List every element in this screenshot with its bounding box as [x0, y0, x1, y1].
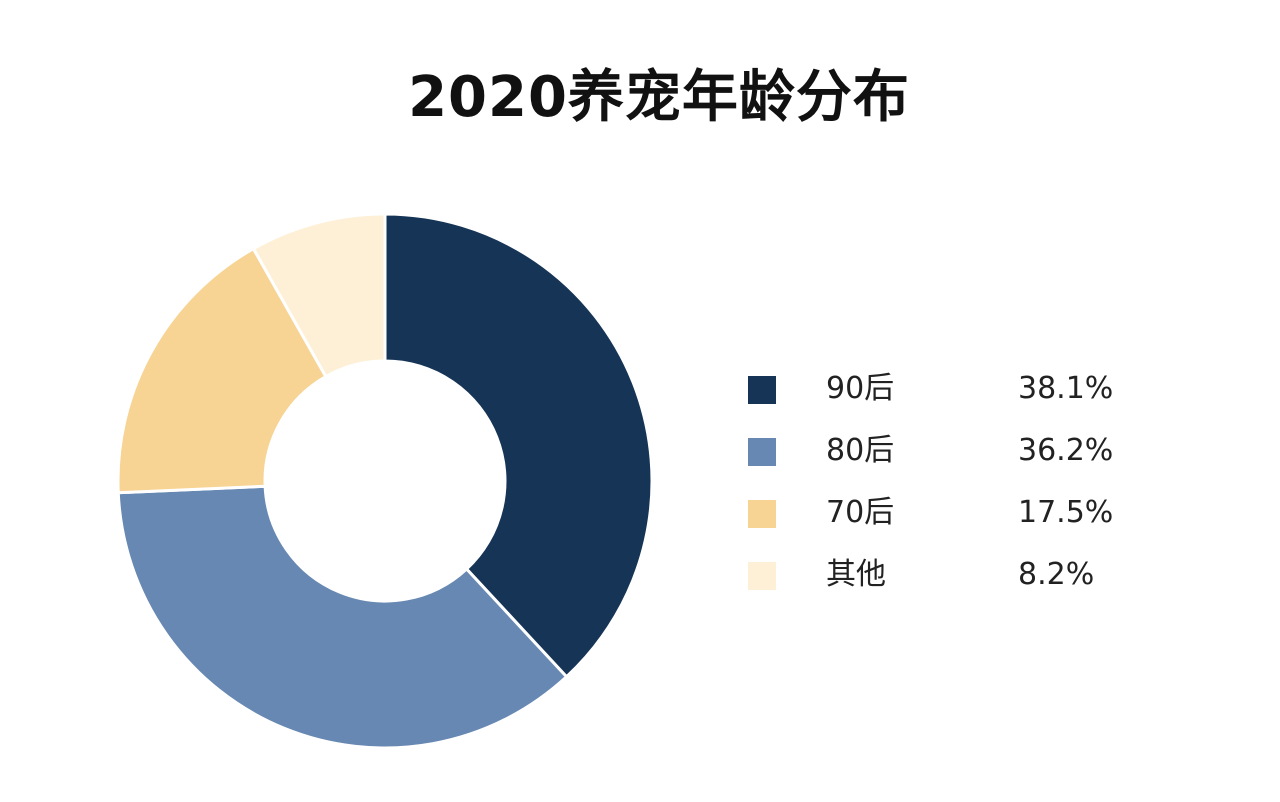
legend-item-90s: 90后 38.1% — [748, 360, 1168, 422]
legend-swatch — [748, 562, 776, 590]
slice-90s — [383, 212, 654, 679]
legend-label: 其他 — [826, 557, 886, 592]
slice-other — [251, 212, 387, 379]
chart-title: 2020养宠年龄分布 — [408, 65, 910, 130]
legend-item-other: 其他 8.2% — [748, 546, 1168, 608]
legend-value: 17.5% — [1018, 495, 1114, 530]
slice-80s — [116, 484, 569, 750]
slice-70s — [116, 246, 328, 495]
legend-value: 38.1% — [1018, 371, 1114, 406]
legend-value: 36.2% — [1018, 433, 1114, 468]
legend-value: 8.2% — [1018, 557, 1095, 592]
legend-item-70s: 70后 17.5% — [748, 484, 1168, 546]
legend-swatch — [748, 500, 776, 528]
donut-slices — [116, 212, 654, 750]
legend-swatch — [748, 376, 776, 404]
legend-label: 70后 — [826, 495, 895, 530]
legend-swatch — [748, 438, 776, 466]
legend: 90后 38.1% 80后 36.2% 70后 17.5% 其他 8.2% — [748, 360, 1168, 608]
legend-label: 90后 — [826, 371, 895, 406]
legend-item-80s: 80后 36.2% — [748, 422, 1168, 484]
legend-label: 80后 — [826, 433, 895, 468]
